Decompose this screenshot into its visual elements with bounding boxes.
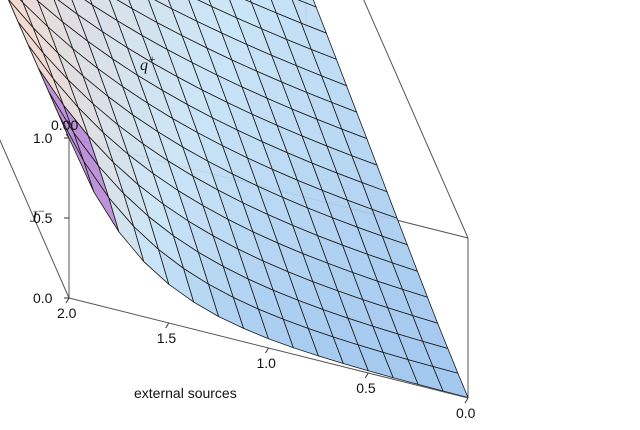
x-tick-label: 2.0 [57, 305, 77, 321]
y-tick-label: 0.00 [51, 117, 78, 133]
x-tick-label: 0.5 [356, 380, 376, 396]
x-tick-mark [165, 322, 170, 329]
z-tick-label: 0.5 [33, 210, 53, 226]
x-tick-mark [65, 297, 70, 304]
z-tick-label: 0.0 [33, 290, 53, 306]
surface-mesh [8, 0, 469, 399]
x-tick-label: 1.5 [157, 330, 177, 346]
surface-patch [432, 365, 469, 399]
x-tick-mark [265, 347, 269, 354]
box-edge-right-top [363, 0, 469, 239]
z-tick-label: 1.0 [33, 130, 53, 146]
x-tick-label: 1.0 [257, 355, 277, 371]
y-axis-title: q+ [140, 52, 156, 74]
x-tick-label: 0.0 [456, 405, 476, 421]
tick-labels: 0.00.51.01.52.00.000.050.100.00.51.0 [33, 117, 476, 421]
x-axis-title: external sources [134, 385, 237, 401]
x-tick-mark [364, 372, 369, 379]
y-tick-mark [65, 133, 70, 139]
x-tick-mark [464, 397, 469, 404]
box-edge-left-bottom [0, 139, 70, 299]
z-axis-title: J− [30, 204, 45, 226]
